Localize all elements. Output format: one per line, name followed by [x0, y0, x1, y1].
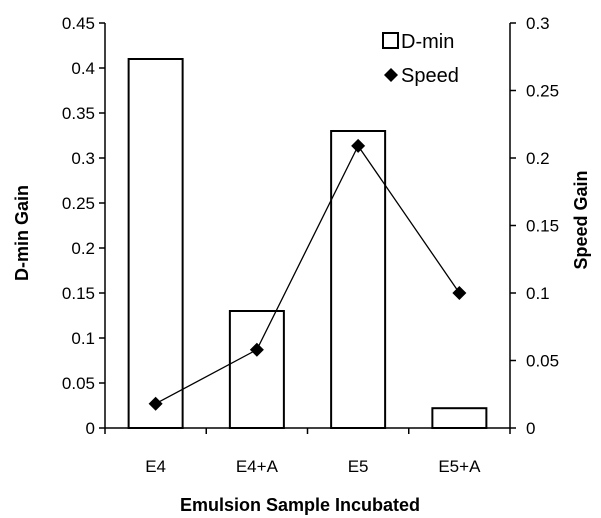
- y-tick-label: 0.45: [62, 14, 95, 33]
- x-tick-label: E5+A: [438, 457, 481, 476]
- speed-point: [249, 342, 264, 357]
- dmin-bar: [127, 58, 184, 429]
- legend-dmin-swatch: [382, 32, 399, 49]
- x-axis-title: Emulsion Sample Incubated: [180, 495, 420, 515]
- speed-line: [155, 144, 460, 405]
- speed-line-layer: [148, 138, 467, 411]
- x-tick-label: E4+A: [236, 457, 279, 476]
- y-tick-label: 0.25: [62, 194, 95, 213]
- y-tick-label: 0.15: [62, 284, 95, 303]
- y-tick-label: 0: [86, 419, 95, 438]
- x-tick-label: E5: [348, 457, 369, 476]
- dmin-bar: [330, 130, 387, 429]
- y2-tick-label: 0.2: [526, 149, 550, 168]
- dmin-bar: [431, 407, 488, 430]
- legend-dmin-label: D-min: [401, 31, 454, 53]
- speed-point: [452, 286, 467, 300]
- y2-tick-label: 0: [526, 419, 535, 438]
- y-tick-label: 0.2: [71, 239, 95, 258]
- y2-tick-label: 0.3: [526, 14, 550, 33]
- speed-point: [351, 138, 366, 153]
- y-axis-title: D-min Gain: [12, 185, 32, 281]
- legend-speed-label: Speed: [401, 65, 459, 87]
- y-tick-label: 0.3: [71, 149, 95, 168]
- dmin-bar: [228, 310, 285, 429]
- y-tick-label: 0.4: [71, 59, 95, 78]
- y2-tick-label: 0.15: [526, 217, 559, 236]
- y-tick-label: 0.1: [71, 329, 95, 348]
- legend: D-min Speed: [382, 31, 459, 87]
- axes-layer: 0 0.05 0.1 0.15 0.2 0.25 0.3 0.35 0.4 0.45 0 0.05 0.…: [62, 14, 559, 476]
- x-tick-label: E4: [145, 457, 166, 476]
- y2-tick-label: 0.05: [526, 352, 559, 371]
- legend-speed-marker: [384, 68, 398, 82]
- speed-point: [148, 396, 163, 411]
- y-tick-label: 0.05: [62, 374, 95, 393]
- y2-tick-label: 0.1: [526, 284, 550, 303]
- y-tick-label: 0.35: [62, 104, 95, 123]
- bars-layer: [127, 58, 488, 430]
- y2-axis-title: Speed Gain: [571, 170, 591, 269]
- y2-tick-label: 0.25: [526, 82, 559, 101]
